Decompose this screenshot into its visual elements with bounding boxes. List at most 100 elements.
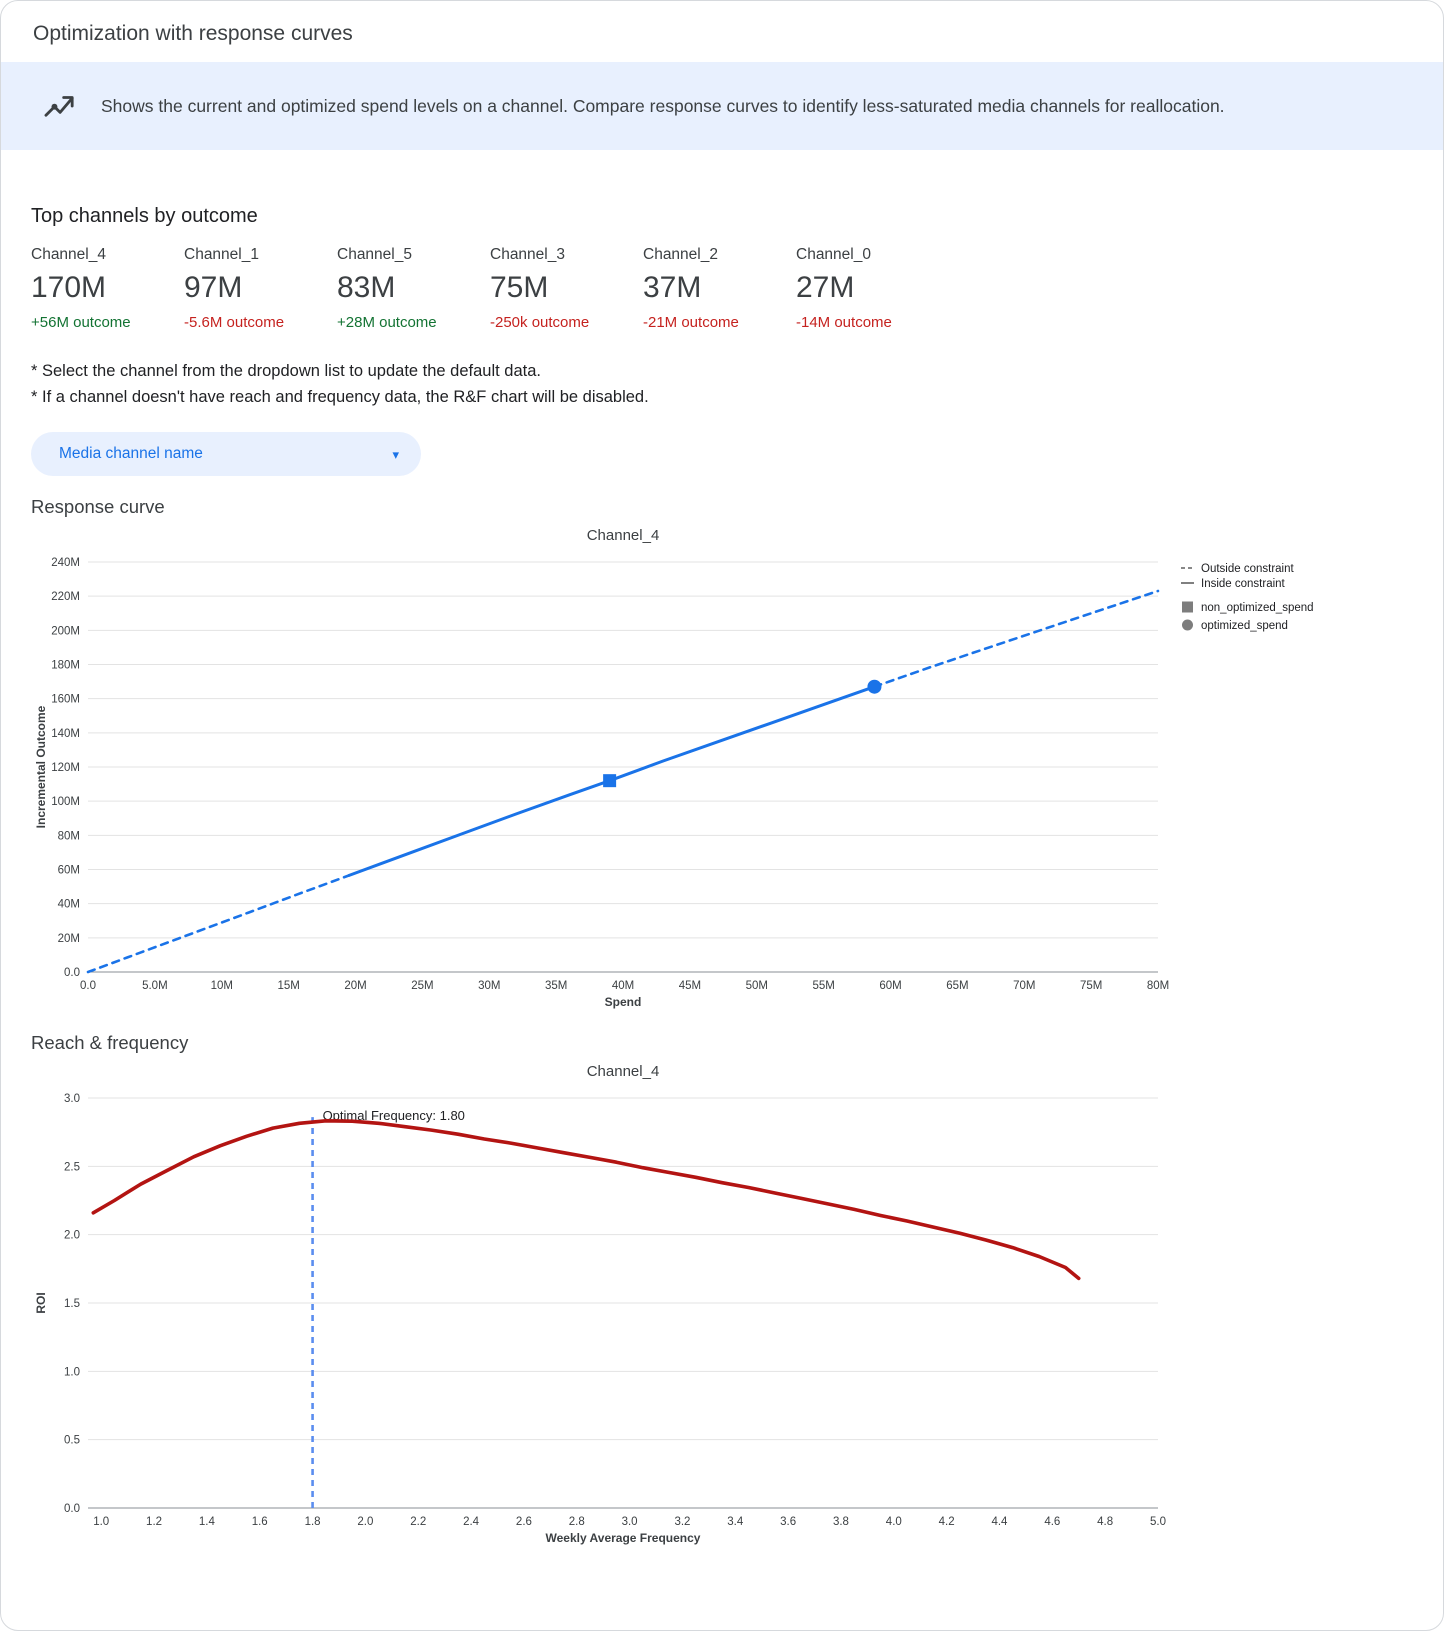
legend-label: non_optimized_spend [1201,602,1314,614]
svg-text:30M: 30M [478,980,500,992]
channel-outcome: +28M outcome [337,314,437,331]
svg-text:3.2: 3.2 [674,1516,690,1528]
reach-frequency-heading: Reach & frequency [31,1032,189,1054]
top-channels-heading: Top channels by outcome [31,205,258,227]
svg-text:2.0: 2.0 [64,1230,80,1242]
legend-label: Inside constraint [1201,578,1286,590]
y-axis-label: Incremental Outcome [34,705,48,828]
svg-text:3.6: 3.6 [780,1516,796,1528]
banner-text: Shows the current and optimized spend le… [101,95,1225,116]
svg-text:70M: 70M [1013,980,1035,992]
svg-text:4.2: 4.2 [939,1516,955,1528]
svg-text:2.2: 2.2 [410,1516,426,1528]
legend-square-glyph [1182,601,1193,613]
svg-text:1.0: 1.0 [93,1516,109,1528]
svg-text:5.0M: 5.0M [142,980,168,992]
svg-text:5.0: 5.0 [1150,1516,1166,1528]
footnote-line: * Select the channel from the dropdown l… [31,362,542,380]
channel-outcome: -21M outcome [643,314,739,331]
channel-name: Channel_0 [796,246,871,263]
channel-value: 27M [796,271,855,304]
chevron-down-icon: ▾ [392,446,399,462]
roi-curve [91,1119,1081,1281]
svg-text:0.0: 0.0 [64,1503,80,1515]
legend-label: Outside constraint [1201,563,1294,575]
svg-text:3.8: 3.8 [833,1516,849,1528]
svg-text:55M: 55M [812,980,834,992]
svg-text:60M: 60M [58,865,80,877]
channel-name: Channel_5 [337,246,412,263]
y-axis-label: ROI [34,1292,48,1313]
outside-constraint-lower [86,874,351,974]
footnotes: * Select the channel from the dropdown l… [31,359,1413,410]
trending-up-icon [44,96,74,117]
svg-text:160M: 160M [51,694,80,706]
svg-text:45M: 45M [679,980,701,992]
svg-text:25M: 25M [411,980,433,992]
svg-text:1.2: 1.2 [146,1516,162,1528]
svg-text:65M: 65M [946,980,968,992]
svg-text:2.6: 2.6 [516,1516,532,1528]
media-channel-dropdown[interactable]: Media channel name ▾ [31,432,421,477]
svg-text:0.0: 0.0 [80,980,96,992]
svg-text:2.0: 2.0 [357,1516,373,1528]
main-content: Top channels by outcome Channel_4 170M +56… [1,205,1443,1548]
channel-value: 97M [184,271,243,304]
channel-name: Channel_2 [643,246,718,263]
channel-value: 170M [31,271,107,304]
optimal-frequency-annotation: Optimal Frequency: 1.80 [323,1108,465,1123]
channel-card: Channel_4 170M +56M outcome [31,246,136,331]
svg-text:35M: 35M [545,980,567,992]
channel-outcome: -14M outcome [796,314,892,331]
svg-text:140M: 140M [51,728,80,740]
response-curve-heading: Response curve [31,496,165,518]
x-axis-label: Weekly Average Frequency [546,1531,701,1545]
channel-card: Channel_5 83M +28M outcome [337,246,442,331]
optimized_spend-marker [867,679,882,694]
x-axis-label: Spend [605,995,642,1009]
svg-text:1.4: 1.4 [199,1516,216,1528]
svg-text:200M: 200M [51,625,80,637]
chart-title: Channel_4 [587,1063,660,1080]
channel-outcome: -5.6M outcome [184,314,285,331]
svg-text:0.5: 0.5 [64,1435,80,1447]
svg-text:0.0: 0.0 [64,967,80,979]
channel-card: Channel_3 75M -250k outcome [490,246,595,331]
channel-card: Channel_0 27M -14M outcome [796,246,901,331]
chart-title: Channel_4 [587,527,660,544]
footnote-line: * If a channel doesn't have reach and fr… [31,387,649,406]
svg-text:1.0: 1.0 [64,1366,80,1378]
svg-text:40M: 40M [612,980,634,992]
svg-text:220M: 220M [51,591,80,603]
svg-text:4.6: 4.6 [1044,1516,1060,1528]
channel-value: 37M [643,271,702,304]
non_optimized_spend-marker [603,774,617,788]
channel-outcome: +56M outcome [31,314,131,331]
legend-circle-glyph [1182,619,1193,631]
outside-constraint-upper [873,589,1160,689]
svg-text:3.0: 3.0 [64,1093,80,1105]
response-curve-chart: Channel_4 0.0 20M 40M 60M 80M 100M 120M 140M 160M… [34,527,1314,1009]
svg-text:75M: 75M [1080,980,1102,992]
svg-text:3.0: 3.0 [622,1516,638,1528]
dropdown-label: Media channel name [59,445,203,463]
channel-cards-row: Channel_4 170M +56M outcome Channel_1 97M -5.… [31,246,1413,331]
svg-text:15M: 15M [277,980,299,992]
channel-name: Channel_1 [184,246,259,263]
svg-text:4.0: 4.0 [886,1516,902,1528]
svg-text:10M: 10M [211,980,233,992]
channel-card: Channel_1 97M -5.6M outcome [184,246,289,331]
svg-text:180M: 180M [51,660,80,672]
svg-text:240M: 240M [51,557,80,569]
svg-text:3.4: 3.4 [727,1516,744,1528]
channel-value: 75M [490,271,549,304]
svg-text:80M: 80M [58,830,80,842]
channel-card: Channel_2 37M -21M outcome [643,246,748,331]
svg-text:100M: 100M [51,796,80,808]
channel-outcome: -250k outcome [490,314,590,331]
svg-text:4.4: 4.4 [991,1516,1008,1528]
channel-value: 83M [337,271,396,304]
svg-text:120M: 120M [51,762,80,774]
svg-text:20M: 20M [344,980,366,992]
